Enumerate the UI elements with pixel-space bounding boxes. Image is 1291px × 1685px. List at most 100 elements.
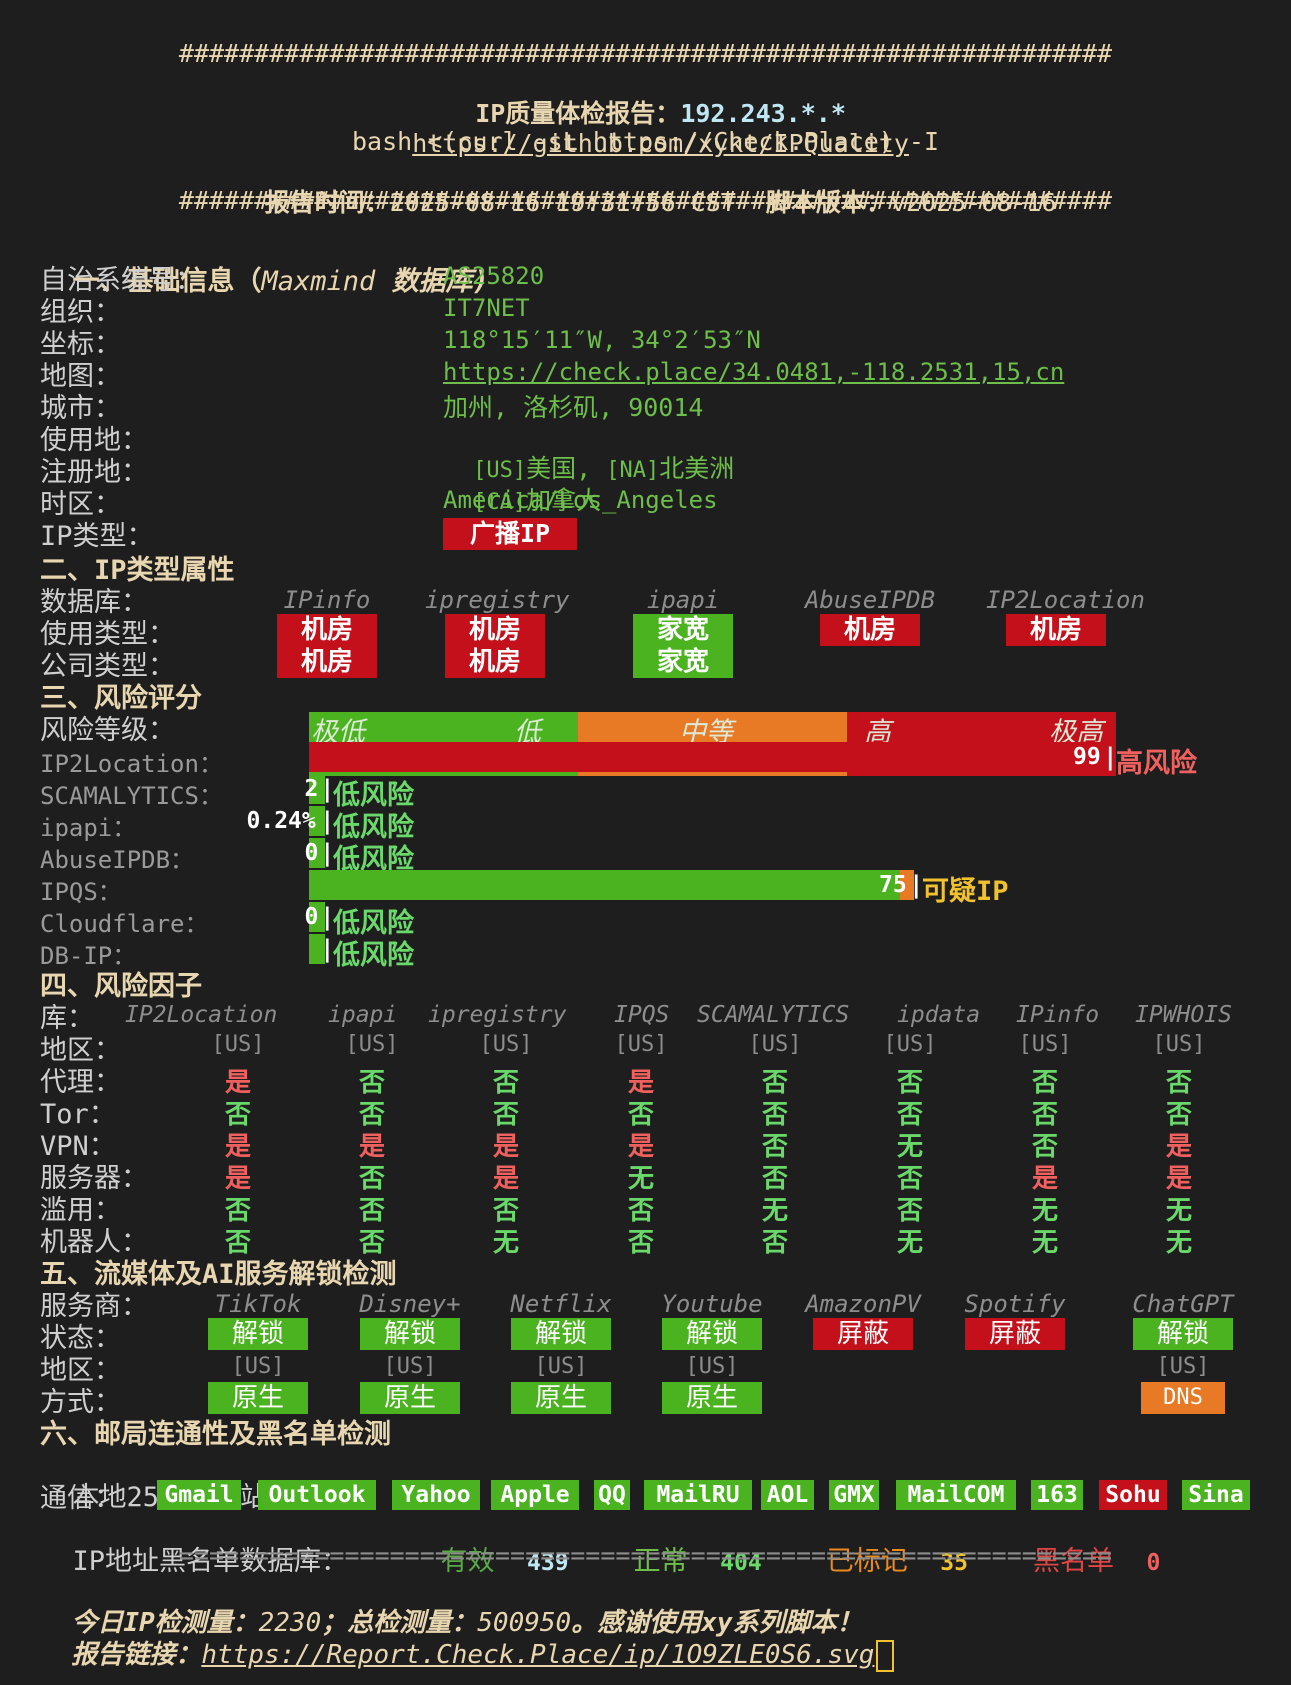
timezone-value: America/Los_Angeles [443,486,718,514]
iptype-db-label: 数据库： [40,587,148,618]
stream-status-5: 屏蔽 [965,1318,1065,1350]
factor-1-3: 是 [627,1068,654,1098]
factor-6-1: 否 [358,1228,385,1258]
risk-row-label-3: AbuseIPDB： [40,846,195,874]
iptype-db-0: IPinfo [283,586,371,614]
factor-2-5: 否 [896,1100,923,1130]
footer-divider: ========================================… [178,1541,1113,1570]
mail-provider-0: Gmail [157,1480,241,1510]
risk-score-3: 0 [304,840,319,866]
streaming-method-label: 方式： [40,1387,121,1418]
map-link[interactable]: https://check.place/34.0481,-118.2531,15… [443,358,1065,386]
total-count: 500950 [477,1608,572,1638]
risk-bar-1 [309,774,325,804]
section-streaming-title: 五、流媒体及AI服务解锁检测 [40,1259,397,1290]
factor-6-5: 无 [896,1228,923,1258]
marked-label: 已标记 [826,1546,908,1577]
repo-link-row: https://github.com/xykt/IPQuality [0,96,1291,158]
factor-3-1: 是 [358,1132,385,1162]
factors-row-label-2: Tor： [40,1099,116,1130]
command-line: bash <(curl -sL https://Check.Place) -I [352,127,939,156]
risk-score-0: 99 [1073,744,1101,770]
map-label: 地图： [40,361,121,392]
streaming-provider-label: 服务商： [40,1291,148,1322]
factor-2-3: 否 [627,1100,654,1130]
iptype-db-4: IP2Location [986,586,1145,614]
factor-5-5: 否 [896,1196,923,1226]
mail-provider-5: MailRU [644,1480,752,1510]
report-link[interactable]: https://Report.Check.Place/ip/1O9ZLE0S6.… [201,1640,875,1670]
report-ip: 192.243.*.* [680,99,846,128]
risk-bar-6 [309,934,325,964]
asn-value: AS25820 [443,262,545,290]
section-basic-source: Maxmind [261,266,376,297]
report-link-line: 报告链接：https://Report.Check.Place/ip/1O9ZL… [40,1604,895,1672]
risk-text-4: 可疑IP [922,876,1009,907]
iptype-usage-4: 机房 [1006,614,1106,646]
factor-3-5: 无 [896,1132,923,1162]
repo-link[interactable]: https://github.com/xykt/IPQuality [412,129,909,158]
factor-6-6: 无 [1031,1228,1058,1258]
section-mail-title: 六、邮局连通性及黑名单检测 [40,1419,391,1450]
risk-text-0: 高风险 [1116,748,1197,779]
mail-provider-6: AOL [761,1480,814,1510]
factor-0-2: [US] [479,1032,533,1057]
factor-0-7: [US] [1152,1032,1206,1057]
iptype-usage-0: 机房 [277,614,377,646]
report-time-label: 报告时间： [264,188,390,217]
stream-method-6: DNS [1141,1382,1225,1414]
factor-0-3: [US] [614,1032,668,1057]
reg-place-value: [CA]加拿大 [443,452,601,517]
marked-count: 35 [940,1550,968,1576]
factor-4-6: 是 [1031,1164,1058,1194]
stream-name-2: Netflix [510,1290,612,1318]
factors-db-3: IPQS [614,1002,670,1028]
usage-place-value: [US]美国, [NA]北美洲 [443,420,734,485]
report-time: 2025-08-16 19:31:56 CST [389,188,736,217]
stream-name-5: Spotify [964,1290,1066,1318]
city-value: 加州, 洛杉矶, 90014 [443,393,704,422]
mail-provider-2: Yahoo [392,1480,480,1510]
risk-sep-4: | [909,871,924,899]
iptype-badge: 广播IP [443,518,577,550]
factor-0-4: [US] [748,1032,802,1057]
risk-bar-3 [309,838,325,868]
reg-place-label: 注册地： [40,457,148,488]
factor-4-1: 否 [358,1164,385,1194]
stream-region-1: [US] [383,1354,437,1379]
usage-place-code1: [US] [473,458,527,483]
mail-provider-9: 163 [1031,1480,1083,1510]
blacklisted-count: 0 [1146,1550,1161,1576]
factor-5-1: 否 [358,1196,385,1226]
factors-db-4: SCAMALYTICS [697,1002,850,1028]
factor-1-0: 是 [224,1068,251,1098]
factors-row-label-4: 服务器： [40,1163,148,1194]
section-basic-title: 一、基础信息（Maxmind 数据库) [40,228,489,298]
mail-provider-8: MailCOM [896,1480,1016,1510]
factor-0-1: [US] [345,1032,399,1057]
risk-row-label-4: IPQS： [40,878,122,906]
usage-place-code2: [NA] [606,458,660,483]
factors-row-label-5: 滥用： [40,1195,121,1226]
usage-place-label: 使用地： [40,425,148,456]
stats-prefix: 今日IP检测量： [71,1608,259,1638]
section-risk-title: 三、风险评分 [40,683,202,714]
stream-region-0: [US] [231,1354,285,1379]
org-label: 组织： [40,297,121,328]
usage-place-continent: 北美洲 [659,454,735,483]
iptype-company-label: 公司类型： [40,651,175,682]
normal-count: 404 [720,1550,762,1576]
risk-bar-2 [309,806,325,836]
factors-db-0: IP2Location [125,1002,278,1028]
factor-4-4: 否 [761,1164,788,1194]
timezone-label: 时区： [40,489,121,520]
factors-db-2: ipregistry [428,1002,567,1028]
risk-level-label: 风险等级： [40,715,175,746]
stream-name-0: TikTok [214,1290,302,1318]
factor-4-3: 无 [627,1164,654,1194]
script-version-label: 脚本版本： [765,188,891,217]
mail-provider-3: Apple [491,1480,579,1510]
risk-sep-1: | [320,775,335,803]
stats-suffix: 。感谢使用xy系列脚本！ [571,1608,863,1638]
reg-place-country: 加拿大 [526,486,602,515]
